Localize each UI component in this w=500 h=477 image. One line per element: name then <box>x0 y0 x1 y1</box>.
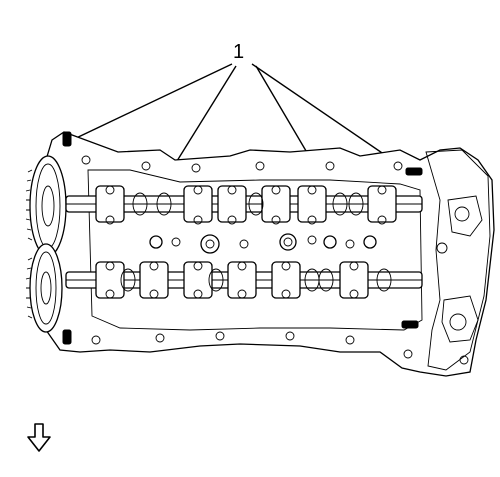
bearing-caps-lower <box>95 261 369 299</box>
alignment-markers <box>62 131 423 345</box>
marker-bottom-left <box>62 329 72 345</box>
cylinder-head-body <box>39 131 495 377</box>
marker-bottom-right <box>401 320 419 329</box>
marker-top-left <box>62 131 72 147</box>
cam-lobes <box>120 192 392 292</box>
callout-number-1: 1 <box>233 41 244 63</box>
view-direction-arrow-icon <box>27 423 51 452</box>
marker-top-right <box>405 167 423 176</box>
perimeter-bolts <box>81 155 413 359</box>
spark-plug-wells <box>149 233 377 254</box>
bearing-caps-upper <box>95 185 397 225</box>
camshaft-gears <box>25 155 67 333</box>
